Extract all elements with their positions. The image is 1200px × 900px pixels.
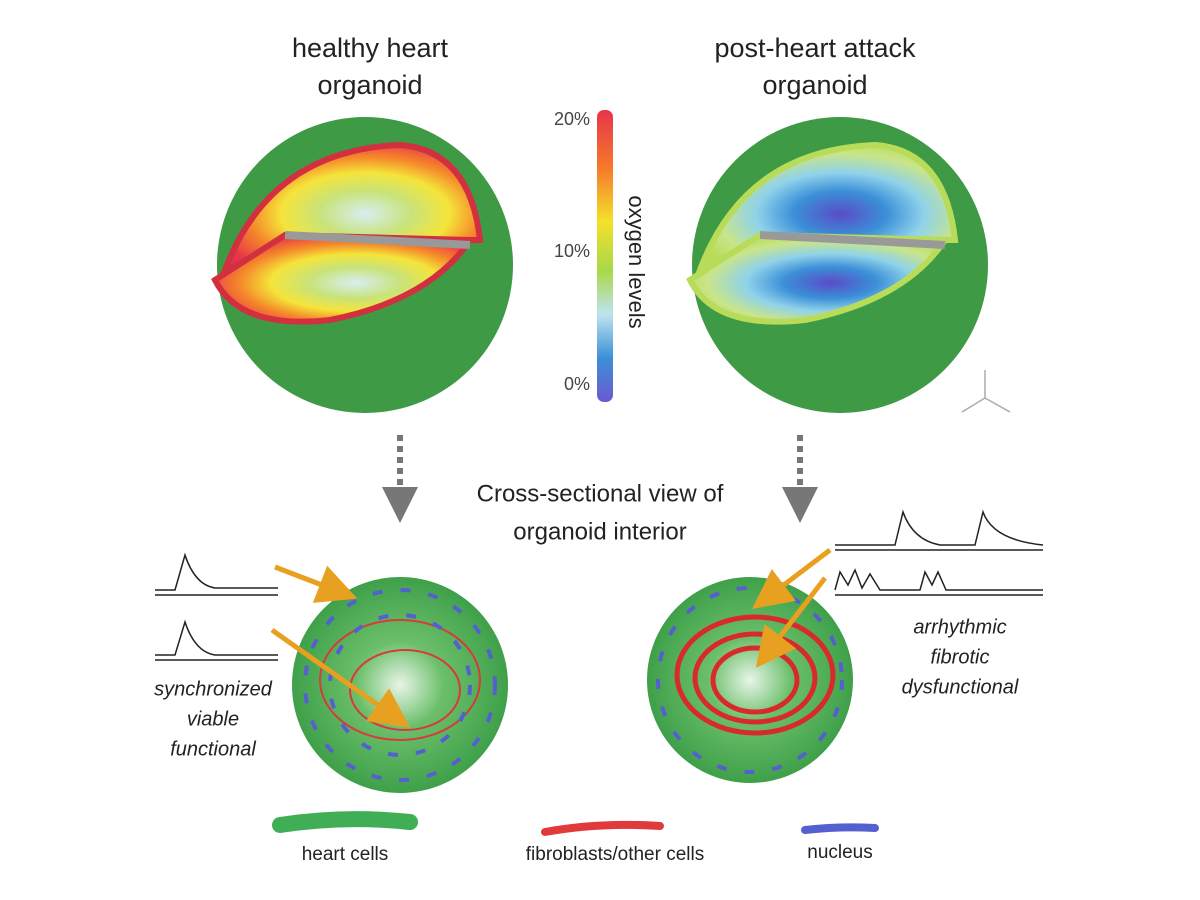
legend-label: fibroblasts/other cells — [526, 844, 704, 865]
pointer-arrows — [270, 548, 832, 728]
colorbar-title: oxygen levels — [624, 195, 649, 328]
caption: organoid interior — [513, 518, 686, 545]
left-description: viable — [187, 708, 239, 730]
right-description: fibrotic — [931, 646, 990, 668]
right-title: post-heart attack — [714, 33, 916, 63]
colorbar-tick: 20% — [554, 109, 590, 129]
right-description: dysfunctional — [902, 676, 1019, 698]
caption: Cross-sectional view of — [477, 480, 724, 507]
left-description: functional — [170, 738, 256, 760]
legend-label: heart cells — [302, 844, 389, 865]
left-title: organoid — [317, 70, 422, 100]
traces — [155, 509, 1044, 661]
colorbar-tick: 10% — [554, 241, 590, 261]
left-description: synchronized — [154, 678, 273, 700]
colorbar-tick: 0% — [564, 374, 590, 394]
colorbar — [597, 110, 613, 402]
legend-swatch — [541, 820, 664, 836]
healthy-section — [292, 577, 508, 793]
legend-swatch — [272, 811, 418, 833]
legend-swatch — [801, 823, 879, 834]
right-title: organoid — [762, 70, 867, 100]
damaged-organoid — [686, 117, 1011, 413]
legend-label: nucleus — [807, 842, 873, 863]
left-title: healthy heart — [292, 33, 449, 63]
healthy-organoid — [211, 117, 513, 413]
damaged-section — [647, 577, 853, 783]
right-description: arrhythmic — [913, 616, 1006, 638]
